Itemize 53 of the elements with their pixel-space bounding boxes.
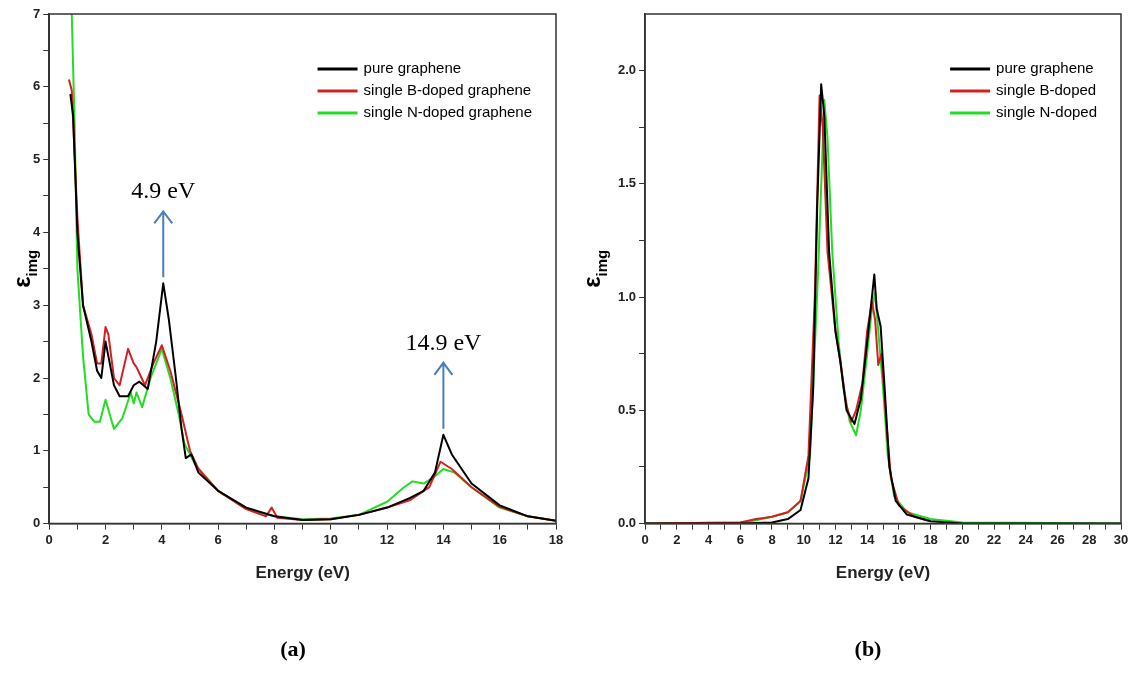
x-tick-label: 22 (986, 531, 1002, 547)
x-tick-label: 18 (548, 531, 564, 547)
x-tick-label: 20 (955, 531, 970, 547)
y-axis-title: εimg (8, 249, 40, 288)
text: (b) (854, 636, 882, 662)
x-axis-title: Energy (eV) (835, 563, 931, 583)
legend-label: single N-doped (996, 103, 1098, 121)
y-tick-label: 0.0 (617, 515, 637, 531)
x-tick-label: 28 (1082, 531, 1097, 547)
annotation: 4.9 eV (131, 177, 196, 204)
x-tick-label: 24 (1018, 531, 1034, 547)
y-tick-label: 0.5 (617, 401, 637, 417)
x-tick-label: 12 (828, 531, 843, 547)
x-tick-label: 16 (891, 531, 907, 547)
legend-label: single B-doped (996, 81, 1097, 99)
y-tick-label: 1 (33, 442, 41, 458)
x-tick-label: 8 (768, 531, 776, 547)
x-tick-label: 10 (796, 531, 811, 547)
y-tick-label: 0 (33, 515, 41, 531)
y-tick-label: 5 (33, 151, 41, 167)
y-tick-label: 1.0 (617, 288, 637, 304)
x-tick-label: 26 (1050, 531, 1065, 547)
legend-label: single N-doped graphene (363, 103, 533, 121)
x-tick-label: 8 (270, 531, 279, 547)
x-tick-label: 16 (492, 531, 507, 547)
x-axis-title: Energy (eV) (255, 563, 350, 583)
x-tick-label: 0 (45, 531, 53, 547)
legend-label: pure graphene (363, 59, 462, 77)
y-axis-title: εimg (578, 249, 610, 288)
x-tick-label: 30 (1113, 531, 1129, 547)
x-tick-label: 18 (923, 531, 938, 547)
x-tick-label: 4 (158, 531, 167, 547)
x-tick-label: 6 (736, 531, 744, 547)
y-tick-label: 2.0 (617, 62, 637, 78)
y-tick-label: 1.5 (617, 175, 637, 191)
x-tick-label: 14 (859, 531, 876, 547)
text: (a) (280, 636, 306, 662)
x-tick-label: 0 (641, 531, 649, 547)
annotation: 14.9 eV (405, 328, 483, 355)
y-tick-label: 4 (33, 223, 41, 239)
x-tick-label: 14 (436, 531, 452, 547)
x-tick-label: 12 (379, 531, 395, 547)
x-tick-label: 2 (673, 531, 681, 547)
x-tick-label: 4 (704, 531, 713, 547)
x-tick-label: 6 (214, 531, 222, 547)
y-tick-label: 7 (33, 5, 41, 21)
x-tick-label: 10 (323, 531, 338, 547)
legend-label: pure graphene (996, 59, 1094, 77)
legend-label: single B-doped graphene (363, 81, 532, 99)
y-tick-label: 6 (33, 78, 41, 94)
y-tick-label: 3 (33, 296, 41, 312)
y-tick-label: 2 (33, 369, 41, 385)
x-tick-label: 2 (101, 531, 110, 547)
